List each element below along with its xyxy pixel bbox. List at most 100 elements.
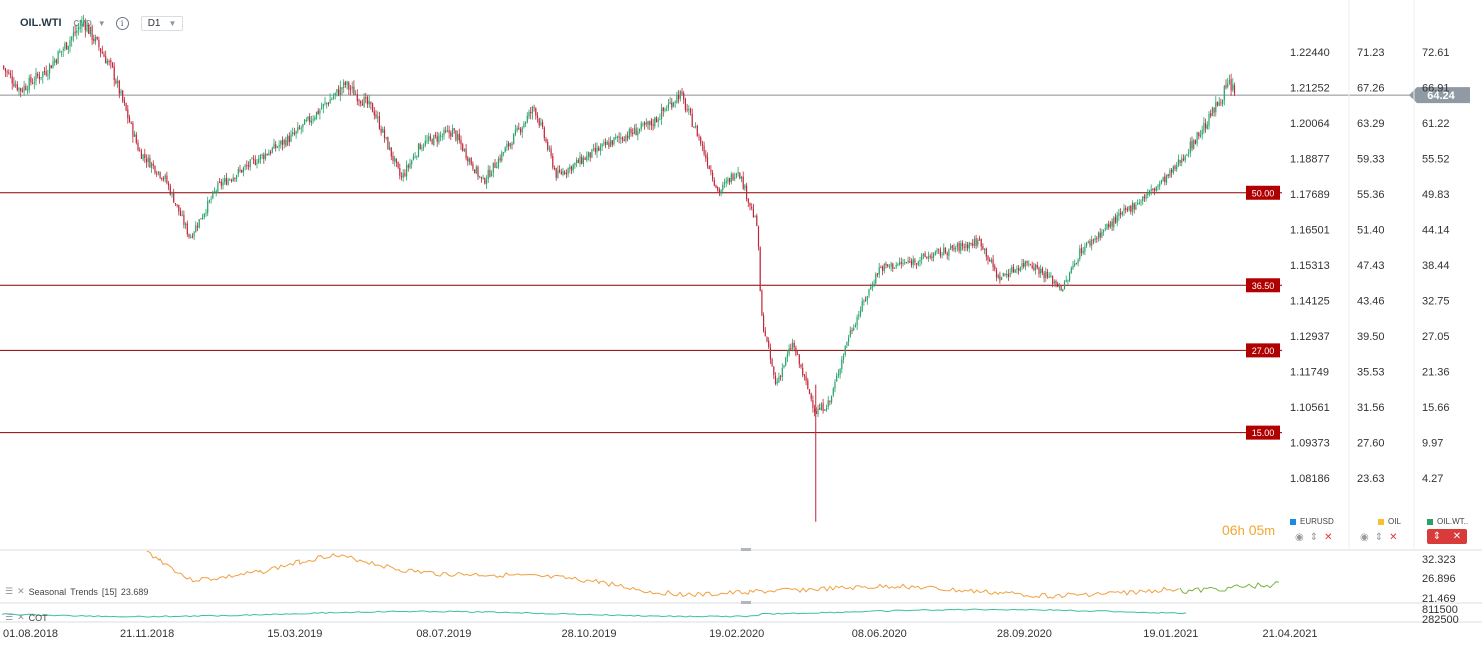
level-badge[interactable] xyxy=(1246,278,1280,293)
price-axis-tick: 23.63 xyxy=(1357,473,1385,485)
candle-body xyxy=(593,148,595,150)
candle-body xyxy=(327,103,329,105)
candle-body xyxy=(749,202,751,207)
candle-body xyxy=(259,154,261,160)
legend-oil[interactable]: OIL xyxy=(1378,517,1401,526)
candle-body xyxy=(1043,272,1045,279)
candle-body xyxy=(1016,268,1018,270)
candle-body xyxy=(3,65,5,69)
candle-body xyxy=(848,337,850,343)
candle-body xyxy=(1077,259,1079,264)
level-badge[interactable] xyxy=(1246,343,1280,358)
candle-body xyxy=(494,163,496,168)
close-icon[interactable]: ✕ xyxy=(1452,531,1462,542)
candle-body xyxy=(1072,265,1074,269)
candle-body xyxy=(1179,159,1181,163)
candle-body xyxy=(722,184,724,190)
symbol-name[interactable]: OIL.WTI xyxy=(20,17,62,29)
candle-body xyxy=(606,141,608,145)
chevron-down-icon[interactable]: ▼ xyxy=(97,18,106,28)
price-axis-tick: 39.50 xyxy=(1357,331,1385,343)
candle-body xyxy=(372,103,374,113)
candle-body xyxy=(708,165,710,170)
candle-body xyxy=(365,97,367,99)
panel-resize-handle[interactable] xyxy=(741,548,751,551)
candle-body xyxy=(831,396,833,403)
x-axis-tick: 08.06.2020 xyxy=(852,628,907,640)
candle-body xyxy=(1218,102,1220,106)
eurusd-controls: ◉ ⇕ ✕ xyxy=(1295,532,1333,543)
candle-body xyxy=(123,100,125,103)
candle-body xyxy=(275,144,277,148)
timeframe-select[interactable]: D1 ▼ xyxy=(140,15,184,31)
candle-body xyxy=(640,123,642,130)
candle-body xyxy=(395,158,397,163)
oilwti-controls: ⇕ ✕ xyxy=(1427,529,1467,544)
candle-body xyxy=(739,172,741,179)
level-badge[interactable] xyxy=(1246,425,1280,440)
candle-body xyxy=(1079,248,1081,260)
candle-body xyxy=(428,136,430,141)
swap-icon[interactable]: ⇕ xyxy=(1432,531,1442,542)
candle-body xyxy=(820,404,822,411)
panel-resize-handle[interactable] xyxy=(741,601,751,604)
level-badge-label: 36.50 xyxy=(1252,281,1275,291)
candle-body xyxy=(424,140,426,146)
candle-body xyxy=(1155,186,1157,191)
candle-body xyxy=(604,141,607,146)
cot-indicator-label[interactable]: ☰ ✕ COT xyxy=(5,612,48,623)
candle-body xyxy=(854,325,856,328)
candle-body xyxy=(1199,134,1202,137)
legend-oilwti[interactable]: OIL.WT.. xyxy=(1427,517,1468,526)
candle-body xyxy=(548,148,550,150)
menu-icon[interactable]: ☰ xyxy=(5,612,14,622)
candle-body xyxy=(519,129,522,133)
close-icon[interactable]: ✕ xyxy=(1389,532,1398,543)
candle-body xyxy=(570,166,573,171)
candle-body xyxy=(757,226,760,247)
close-icon[interactable]: ✕ xyxy=(17,612,25,622)
candle-body xyxy=(460,139,462,145)
candle-body xyxy=(630,128,632,134)
candle-body xyxy=(431,139,433,145)
candle-body xyxy=(943,247,945,255)
candle-body xyxy=(411,160,413,165)
eye-icon[interactable]: ◉ xyxy=(1295,532,1304,543)
candle-body xyxy=(232,177,234,181)
candle-body xyxy=(725,180,727,183)
menu-icon[interactable]: ☰ xyxy=(5,586,14,596)
candle-body xyxy=(468,158,471,163)
eye-icon[interactable]: ◉ xyxy=(1360,532,1369,543)
candle-body xyxy=(378,116,380,129)
candle-body xyxy=(115,80,117,84)
candle-body xyxy=(191,236,193,238)
candle-body xyxy=(293,132,295,135)
candle-body xyxy=(594,148,596,152)
candle-body xyxy=(463,148,465,151)
candle-body xyxy=(127,109,129,119)
candle-body xyxy=(1036,264,1038,268)
candle-body xyxy=(375,114,377,118)
candle-body xyxy=(225,177,227,185)
close-icon[interactable]: ✕ xyxy=(1324,532,1333,543)
candle-body xyxy=(230,180,233,182)
reorder-icon[interactable]: ⇕ xyxy=(1374,532,1384,543)
candle-body xyxy=(1164,176,1166,182)
candle-body xyxy=(557,170,559,178)
candle-body xyxy=(35,72,37,82)
level-badge[interactable] xyxy=(1246,185,1280,200)
close-icon[interactable]: ✕ xyxy=(17,586,25,596)
candle-body xyxy=(59,51,61,53)
candle-body xyxy=(961,242,964,246)
candle-body xyxy=(652,124,654,126)
candle-body xyxy=(985,248,987,257)
info-icon[interactable]: i xyxy=(115,16,129,30)
candle-body xyxy=(875,273,877,284)
candle-body xyxy=(717,186,719,191)
legend-label: EURUSD xyxy=(1300,517,1334,526)
reorder-icon[interactable]: ⇕ xyxy=(1309,532,1319,543)
seasonal-indicator-label[interactable]: ☰ ✕ Seasonal Trends [15] 23.689 xyxy=(5,586,148,597)
legend-eurusd[interactable]: EURUSD xyxy=(1290,517,1334,526)
candle-body xyxy=(234,177,236,179)
